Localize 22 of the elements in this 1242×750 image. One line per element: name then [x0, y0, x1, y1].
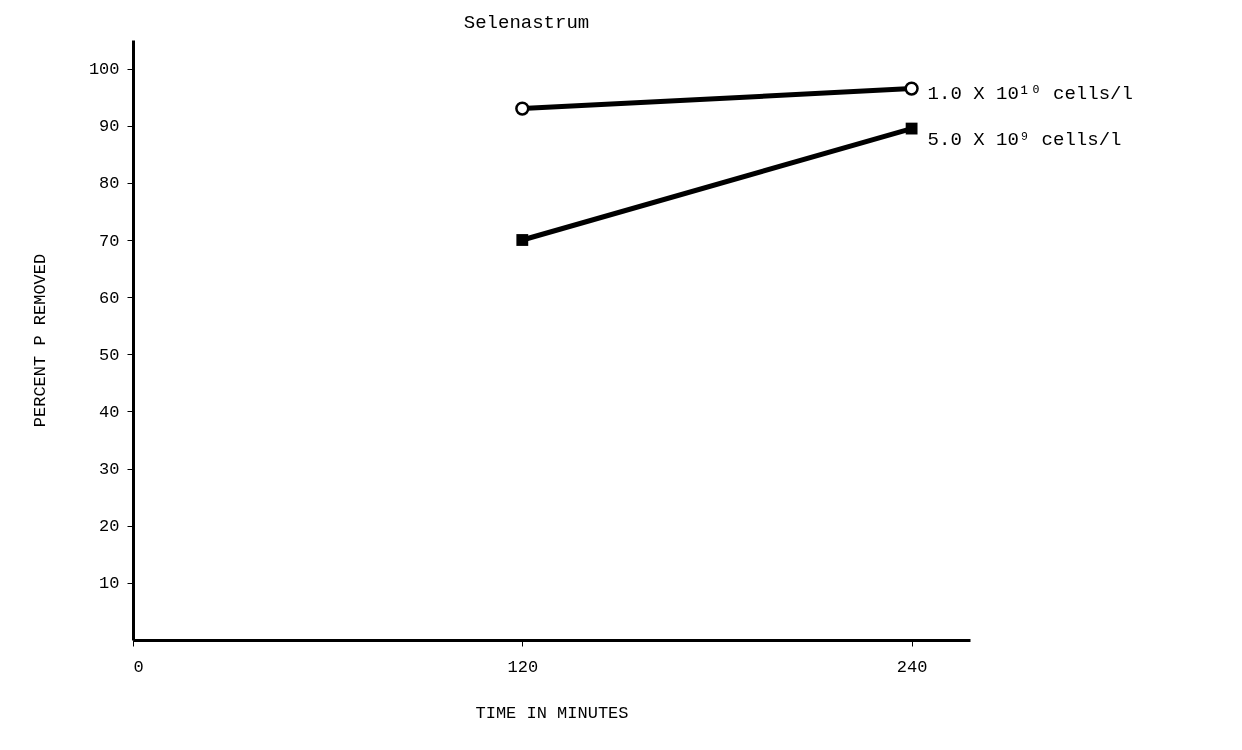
- x-tick-label: 0: [133, 657, 144, 677]
- y-tick-label: 40: [99, 402, 120, 422]
- y-tick-label: 60: [99, 288, 120, 308]
- y-tick-label: 90: [99, 117, 120, 137]
- y-tick-label: 20: [99, 517, 120, 537]
- chart-title: Selenastrum: [463, 12, 590, 34]
- y-tick-label: 10: [99, 574, 120, 594]
- y-tick-label: 50: [99, 345, 120, 365]
- y-tick-label: 100: [88, 60, 120, 80]
- series-label: 1.0 X 10¹⁰ cells/l: [927, 82, 1133, 105]
- point: [904, 81, 919, 96]
- y-axis-title: PERCENT P REMOVED: [30, 253, 50, 428]
- x-axis-title: TIME IN MINUTES: [475, 703, 629, 723]
- point: [516, 234, 529, 246]
- series-label: 5.0 X 10⁹ cells/l: [927, 128, 1122, 151]
- x-tick-label: 240: [896, 657, 928, 677]
- point: [515, 101, 530, 116]
- x-tick-label: 120: [507, 657, 539, 677]
- y-tick-label: 80: [99, 174, 120, 194]
- y-tick-label: 70: [99, 231, 120, 251]
- y-tick-label: 30: [99, 460, 120, 480]
- point: [905, 122, 918, 135]
